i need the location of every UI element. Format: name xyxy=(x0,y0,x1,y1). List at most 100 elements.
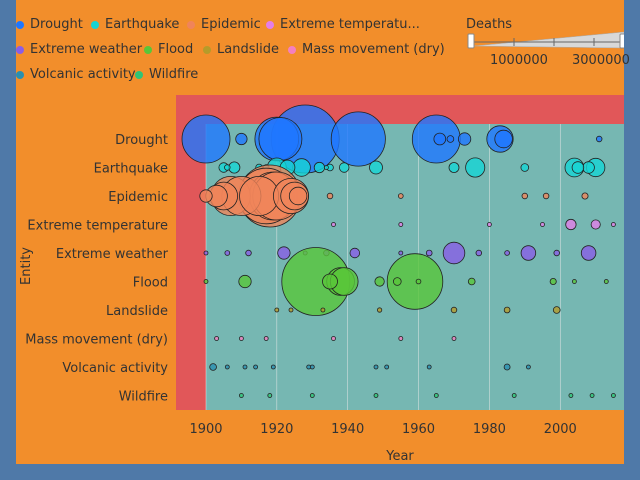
data-point[interactable] xyxy=(611,222,616,227)
data-point[interactable] xyxy=(224,250,231,256)
data-point[interactable] xyxy=(288,307,294,313)
data-point[interactable] xyxy=(235,132,248,146)
data-point[interactable] xyxy=(181,114,231,164)
data-point[interactable] xyxy=(486,222,492,227)
data-point[interactable] xyxy=(238,393,244,398)
data-point[interactable] xyxy=(504,250,510,256)
data-point[interactable] xyxy=(520,245,537,261)
legend-item-volcanic-activity[interactable]: Volcanic activity xyxy=(16,67,136,82)
data-point[interactable] xyxy=(239,175,280,216)
size-slider-max-handle[interactable] xyxy=(619,33,624,49)
data-point[interactable] xyxy=(450,306,458,314)
data-point[interactable] xyxy=(263,336,269,341)
data-point[interactable] xyxy=(503,306,511,314)
data-point[interactable] xyxy=(326,192,334,200)
data-point[interactable] xyxy=(582,161,595,174)
legend-item-wildfire[interactable]: Wildfire xyxy=(135,67,198,82)
legend-item-flood[interactable]: Flood xyxy=(144,42,193,57)
legend-item-mass-movement[interactable]: Mass movement (dry) xyxy=(288,42,445,57)
data-point[interactable] xyxy=(520,163,530,172)
data-point[interactable] xyxy=(330,111,386,167)
data-point[interactable] xyxy=(565,218,577,231)
data-point[interactable] xyxy=(549,277,557,285)
data-point[interactable] xyxy=(258,117,303,161)
data-point[interactable] xyxy=(369,160,383,175)
data-point[interactable] xyxy=(392,277,402,286)
data-point[interactable] xyxy=(309,393,315,398)
data-point[interactable] xyxy=(331,222,336,227)
data-point[interactable] xyxy=(288,186,308,206)
data-point[interactable] xyxy=(270,364,276,370)
data-point[interactable] xyxy=(397,193,404,199)
data-point[interactable] xyxy=(446,135,455,143)
data-point[interactable] xyxy=(398,222,404,227)
data-point[interactable] xyxy=(398,336,404,341)
data-point[interactable] xyxy=(571,161,585,174)
data-point[interactable] xyxy=(242,364,248,370)
data-point[interactable] xyxy=(386,253,444,310)
data-point[interactable] xyxy=(277,246,291,260)
data-point[interactable] xyxy=(203,250,209,256)
data-point[interactable] xyxy=(465,157,486,178)
data-point[interactable] xyxy=(425,249,433,257)
data-point[interactable] xyxy=(331,336,336,341)
data-point[interactable] xyxy=(494,129,513,149)
data-point[interactable] xyxy=(224,364,230,370)
data-point[interactable] xyxy=(373,364,379,370)
data-point[interactable] xyxy=(323,165,329,170)
data-point[interactable] xyxy=(267,393,273,398)
data-point[interactable] xyxy=(199,189,213,203)
data-point[interactable] xyxy=(611,393,616,398)
data-point[interactable] xyxy=(542,192,550,200)
data-point[interactable] xyxy=(526,364,531,370)
data-point[interactable] xyxy=(238,274,252,289)
legend-item-landslide[interactable]: Landslide xyxy=(203,42,279,57)
data-point[interactable] xyxy=(511,393,517,398)
data-point[interactable] xyxy=(451,336,457,341)
data-point[interactable] xyxy=(238,336,244,341)
data-point[interactable] xyxy=(292,158,311,177)
data-point[interactable] xyxy=(426,364,432,370)
legend-item-epidemic[interactable]: Epidemic xyxy=(187,17,261,32)
data-point[interactable] xyxy=(603,279,609,284)
legend-item-drought[interactable]: Drought xyxy=(16,17,83,32)
data-point[interactable] xyxy=(442,241,466,265)
data-point[interactable] xyxy=(580,245,597,261)
data-point[interactable] xyxy=(433,393,439,398)
data-point[interactable] xyxy=(320,307,326,313)
data-point[interactable] xyxy=(322,273,338,290)
data-point[interactable] xyxy=(398,250,404,256)
data-point[interactable] xyxy=(448,162,460,173)
data-point[interactable] xyxy=(521,192,528,200)
data-point[interactable] xyxy=(552,306,561,314)
data-point[interactable] xyxy=(457,132,472,146)
data-point[interactable] xyxy=(245,249,252,257)
data-point[interactable] xyxy=(253,364,259,370)
data-point[interactable] xyxy=(503,363,511,371)
data-point[interactable] xyxy=(313,161,325,174)
data-point[interactable] xyxy=(581,192,589,200)
legend-item-extreme-temperature[interactable]: Extreme temperatu... xyxy=(266,17,420,32)
data-point[interactable] xyxy=(540,222,545,227)
data-point[interactable] xyxy=(374,276,385,287)
data-point[interactable] xyxy=(349,247,361,259)
data-point[interactable] xyxy=(467,277,476,286)
data-point[interactable] xyxy=(553,249,560,257)
data-point[interactable] xyxy=(339,162,350,173)
legend-item-extreme-weather[interactable]: Extreme weather xyxy=(16,42,142,57)
data-point[interactable] xyxy=(376,307,383,313)
data-point[interactable] xyxy=(596,135,603,143)
data-point[interactable] xyxy=(209,363,217,371)
data-point[interactable] xyxy=(475,249,482,257)
data-point[interactable] xyxy=(589,393,595,398)
data-point[interactable] xyxy=(415,278,422,285)
data-point[interactable] xyxy=(306,364,312,370)
data-point[interactable] xyxy=(274,307,280,313)
data-point[interactable] xyxy=(433,132,447,146)
data-point[interactable] xyxy=(214,336,220,341)
data-point[interactable] xyxy=(384,364,390,370)
data-point[interactable] xyxy=(203,279,209,284)
data-point[interactable] xyxy=(590,219,601,230)
size-slider-min-handle[interactable] xyxy=(467,33,475,49)
data-point[interactable] xyxy=(568,393,574,398)
